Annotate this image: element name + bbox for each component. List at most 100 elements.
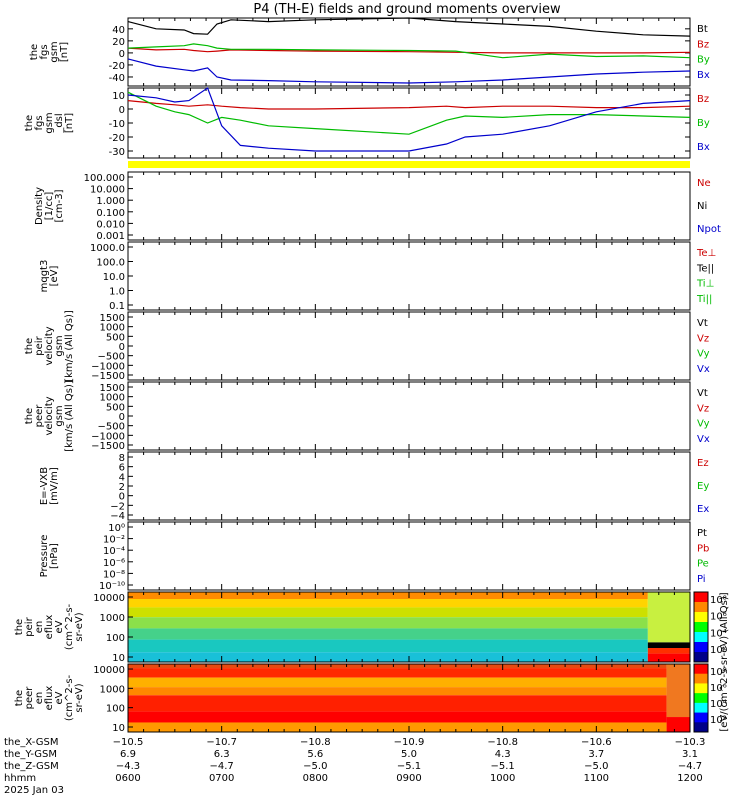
pressure-ytick-label: 10⁻⁸ <box>103 569 125 580</box>
x-axis-y-gsm: 3.1 <box>682 749 698 760</box>
pressure-legend-pe: Pe <box>697 559 709 570</box>
fgs-gsm-ytick-label: -40 <box>109 73 125 84</box>
fgs-gsm-dsl-frame <box>127 87 691 159</box>
fgs-gsm-ylabel: gsm <box>49 41 60 62</box>
fgs-gsm-legend-bz: Bz <box>697 39 709 50</box>
peer-en-eflux-band <box>128 664 667 669</box>
fgs-gsm-ytick-label: 40 <box>112 25 125 36</box>
fgs-gsm-dsl-legend-bx: Bx <box>697 142 710 153</box>
x-axis-y-gsm: 6.9 <box>120 749 136 760</box>
fgs-gsm-dsl-ytick-label: 0 <box>119 105 125 116</box>
density-legend-npot: Npot <box>697 224 721 235</box>
peir-en-eflux-band <box>128 617 648 629</box>
e-field-ytick-label: 0 <box>119 492 125 503</box>
temperature-ytick-label: 1000.0 <box>90 243 125 254</box>
peer-en-eflux-band <box>666 717 690 732</box>
x-axis-z-gsm: −4.7 <box>678 761 702 772</box>
x-axis-hhmm: 1100 <box>584 773 609 784</box>
e-field-ytick-label: −4 <box>110 511 125 522</box>
pressure-legend-pt: Pt <box>697 528 707 539</box>
peer-en-eflux-band <box>128 722 667 732</box>
peir-velocity-ytick-label: 0 <box>119 342 125 353</box>
temperature-ytick-label: 1.0 <box>109 287 125 298</box>
x-axis-row-label: the_Z-GSM <box>4 761 59 772</box>
density-ytick-label: 1.000 <box>96 196 125 207</box>
peir-en-eflux-colorbar-frame <box>693 591 709 663</box>
x-axis-row-label: 2025 Jan 03 <box>4 785 64 796</box>
e-field-ytick-label: 6 <box>119 463 125 474</box>
temperature-frame <box>127 241 691 311</box>
peer-en-eflux-colorbar-band <box>694 722 708 733</box>
peir-en-eflux-band <box>128 652 648 662</box>
peer-en-eflux-ytick-label: 1000 <box>100 684 125 695</box>
pressure-legend-pb: Pb <box>697 543 709 554</box>
peer-en-eflux-colorbar-band <box>694 693 708 704</box>
fgs-gsm-dsl-ylabel: _dsl <box>54 113 65 133</box>
peer-velocity-ylabel: [km/s (All Qs)] <box>64 380 75 452</box>
peir-en-eflux-band <box>647 592 690 643</box>
peer-velocity-ytick-label: −1500 <box>91 441 125 452</box>
x-axis-hhmm: 1000 <box>490 773 515 784</box>
fgs-gsm-dsl-legend-by: By <box>697 118 710 129</box>
fgs-gsm-dsl-ylabel: the <box>24 115 35 131</box>
temperature-ytick-label: 100.0 <box>96 258 125 269</box>
fgs-gsm-dsl-ytick-label: -20 <box>109 133 125 144</box>
fgs-gsm-dsl-ytick-label: -10 <box>109 119 125 130</box>
fgs-gsm-dsl-series-by <box>127 91 691 135</box>
e-field-ylabel: E=-VXB <box>39 467 50 505</box>
x-axis-z-gsm: −5.1 <box>491 761 515 772</box>
peir-en-eflux-colorbar-band <box>694 652 708 663</box>
peer-velocity-legend-vz: Vz <box>697 403 709 414</box>
peir-velocity-ylabel: [km/s (All Qs)] <box>64 310 75 382</box>
x-axis-row-label: the_Y-GSM <box>4 749 57 760</box>
x-axis-x-gsm: −10.7 <box>206 737 237 748</box>
density-ylabel: Density <box>34 187 45 225</box>
pressure-legend-pi: Pi <box>697 574 706 585</box>
x-axis-x-gsm: −10.5 <box>113 737 144 748</box>
peer-velocity-ytick-label: 1500 <box>100 383 125 394</box>
x-axis-y-gsm: 4.3 <box>495 749 511 760</box>
peer-velocity-legend-vt: Vt <box>697 388 708 399</box>
density-legend-ni: Ni <box>697 201 707 212</box>
peer-en-eflux-colorbar-band <box>694 712 708 723</box>
peir-velocity-legend-vt: Vt <box>697 318 708 329</box>
temperature-legend-te||: Te|| <box>696 263 714 274</box>
peer-velocity-ytick-label: 1000 <box>100 393 125 404</box>
peer-en-eflux-colorbar-band <box>694 664 708 675</box>
peer-velocity-ytick-label: −1000 <box>91 431 125 442</box>
pressure-frame <box>127 521 691 591</box>
fgs-gsm-dsl-series-bz <box>127 100 691 110</box>
fgs-gsm-series-by <box>127 43 691 59</box>
fgs-gsm-ytick-label: -20 <box>109 61 125 72</box>
x-axis-x-gsm: −10.6 <box>581 737 612 748</box>
e-field-ylabel: [mV/m] <box>49 467 60 505</box>
peer-en-eflux-colorbar-band <box>694 683 708 694</box>
peir-en-eflux-ylabel: en <box>34 621 45 634</box>
peir-en-eflux-colorbar-band <box>694 622 708 633</box>
fgs-gsm-legend-bx: Bx <box>697 70 710 81</box>
pressure-ytick-label: 10⁻¹⁰ <box>99 581 125 592</box>
density-ylabel: [cm-3] <box>54 189 65 222</box>
peir-en-eflux-ytick-label: 10000 <box>93 593 125 604</box>
fgs-gsm-ylabel: fgs <box>39 44 50 59</box>
peir-velocity-ytick-label: −1000 <box>91 361 125 372</box>
peir-velocity-ylabel: peir <box>34 335 45 355</box>
temperature-legend-ti⊥: Ti⊥ <box>696 279 714 290</box>
peer-en-eflux-colorbar-frame <box>693 663 709 733</box>
density-ytick-label: 100.000 <box>84 173 125 184</box>
x-axis-hhmm: 0900 <box>396 773 421 784</box>
peir-en-eflux-ylabel: sr-eV) <box>74 612 85 641</box>
peir-en-eflux-band <box>128 628 648 640</box>
x-axis-z-gsm: −4.7 <box>210 761 234 772</box>
density-ytick-label: 10.000 <box>90 185 125 196</box>
peir-velocity-legend-vz: Vz <box>697 333 709 344</box>
peer-en-eflux-ytick-label: 100 <box>106 704 125 715</box>
peer-velocity-ylabel: the <box>24 408 35 424</box>
peir-en-eflux-ylabel: the <box>14 619 25 635</box>
peir-en-eflux-colorbar-tick: 10⁶ <box>710 612 727 623</box>
x-axis-x-gsm: −10.8 <box>487 737 518 748</box>
peir-en-eflux-colorbar-band <box>694 642 708 653</box>
peir-velocity-ytick-label: 1500 <box>100 313 125 324</box>
peer-velocity-legend-vx: Vx <box>697 434 710 445</box>
